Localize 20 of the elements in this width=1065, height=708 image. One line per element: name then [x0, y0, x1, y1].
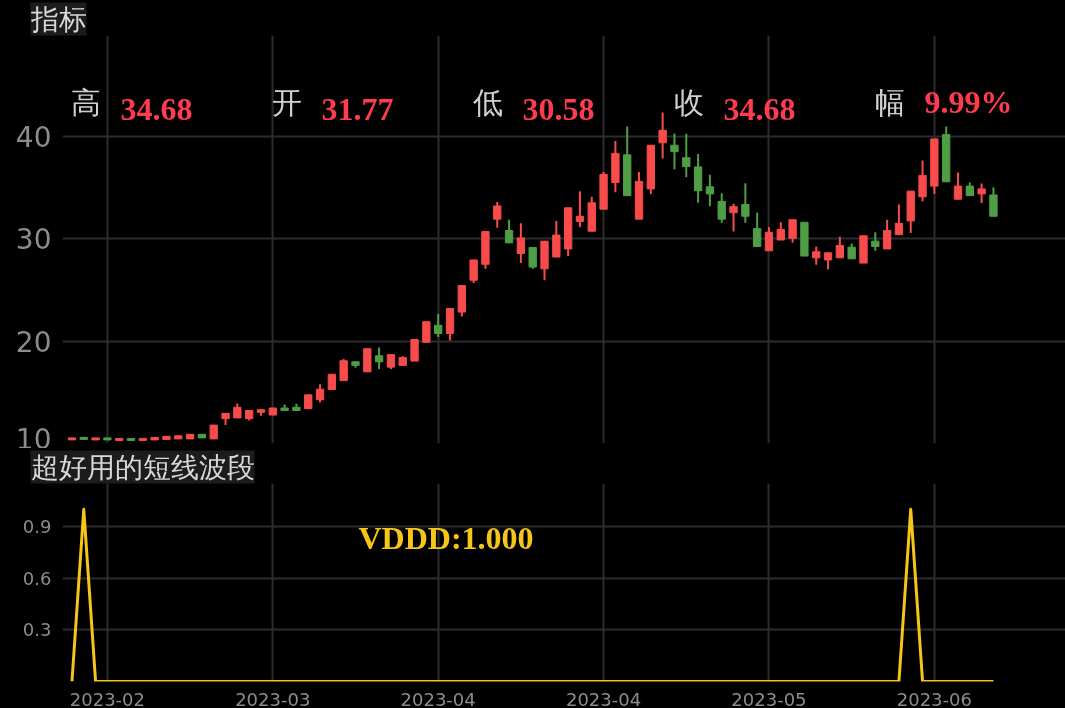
annotation: 高 34.68 [70, 84, 193, 127]
x-tick-label: 2023-02 [69, 688, 146, 708]
y-tick-label: 20 [15, 325, 52, 359]
chart-title: 指标 [29, 2, 87, 36]
annotation: VDDD:1.000 [358, 519, 534, 556]
annotation: 低 30.58 [472, 84, 595, 127]
annotation: 幅 9.99% [874, 83, 1013, 120]
annotation: 收 34.68 [673, 84, 796, 127]
chart-title: 超好用的短线波段 [30, 450, 255, 484]
y-tick-label: 0.9 [22, 516, 52, 538]
y-tick-label: 40 [15, 121, 52, 155]
annotation: 开 31.77 [271, 84, 394, 127]
x-tick-label: 2023-04 [400, 688, 476, 708]
y-tick-label: 0.3 [22, 619, 52, 641]
x-tick-label: 2023-03 [235, 688, 311, 708]
x-tick-label: 2023-06 [896, 688, 972, 708]
x-tick-label: 2023-05 [731, 688, 807, 708]
y-tick-label: 30 [15, 223, 52, 257]
y-tick-label: 0.6 [22, 567, 52, 589]
x-tick-label: 2023-04 [565, 688, 642, 708]
